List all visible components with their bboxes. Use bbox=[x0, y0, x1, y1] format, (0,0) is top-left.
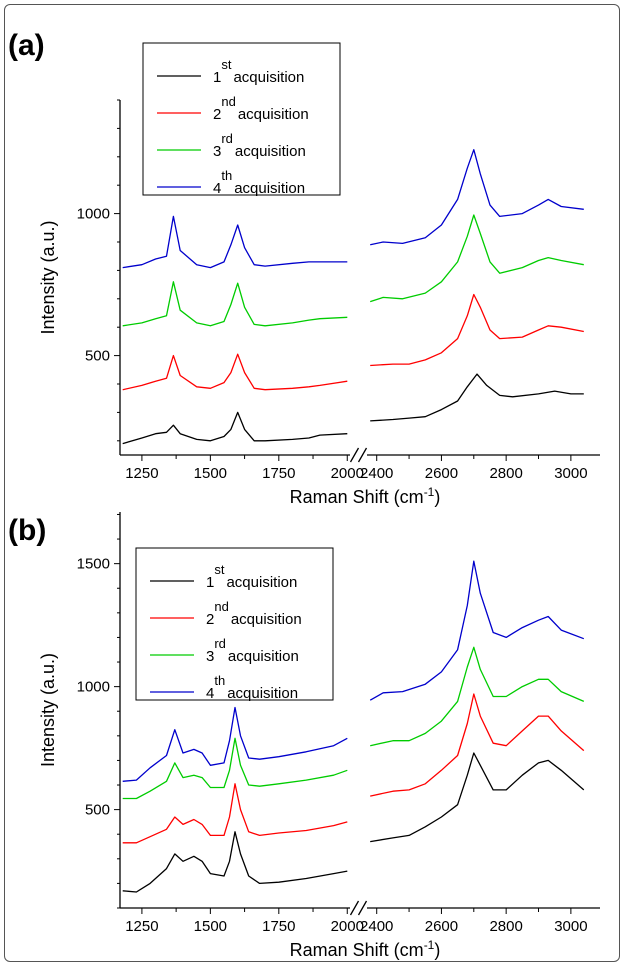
series-line-1st-segment2 bbox=[370, 373, 584, 422]
y-tick-label: 500 bbox=[85, 802, 110, 819]
legend-box bbox=[142, 42, 341, 196]
axis-break-mark bbox=[349, 447, 360, 463]
legend-entry-1st: 1stacquisition bbox=[206, 562, 297, 591]
x-tick-label: 1250 bbox=[125, 918, 158, 935]
series-line-1st-segment2 bbox=[370, 752, 585, 843]
series-line-2nd-segment1 bbox=[122, 353, 348, 391]
x-tick-label: 1500 bbox=[194, 465, 227, 482]
x-tick-label: 2600 bbox=[425, 465, 458, 482]
x-tick-label: 2400 bbox=[360, 918, 393, 935]
y-tick-label: 500 bbox=[85, 348, 110, 365]
series-line-2nd-segment1 bbox=[122, 783, 348, 844]
y-tick-label: 1500 bbox=[77, 556, 110, 573]
x-tick-label: 1750 bbox=[262, 918, 295, 935]
axis-break-mark bbox=[357, 900, 368, 916]
series-line-4th-segment2 bbox=[370, 149, 584, 246]
series-line-3rd-segment2 bbox=[370, 646, 585, 747]
series-line-4th-segment2 bbox=[369, 560, 585, 701]
series-line-1st-segment1 bbox=[122, 831, 348, 893]
x-tick-label: 2600 bbox=[425, 918, 458, 935]
series-line-4th-segment1 bbox=[122, 706, 348, 782]
chart-legend: 1stacquisition 2ndacquisition 3rdacquisiti… bbox=[142, 42, 341, 197]
x-tick-label: 2800 bbox=[489, 465, 522, 482]
series-line-3rd-segment1 bbox=[122, 281, 348, 327]
series-line-1st-segment1 bbox=[122, 411, 348, 445]
series-line-3rd-segment1 bbox=[122, 737, 348, 800]
x-tick-label: 2000 bbox=[331, 465, 364, 482]
legend-entry-3rd: 3rdacquisition bbox=[213, 131, 306, 160]
x-axis-title: Raman Shift (cm-1) bbox=[290, 938, 441, 960]
series-line-3rd-segment2 bbox=[370, 214, 584, 303]
x-tick-label: 3000 bbox=[554, 465, 587, 482]
y-tick-label: 1000 bbox=[77, 679, 110, 696]
legend-entry-2nd: 2ndacquisition bbox=[213, 94, 309, 123]
chart-legend: 1stacquisition 2ndacquisition 3rdacquisiti… bbox=[135, 547, 334, 702]
x-tick-label: 2000 bbox=[331, 918, 364, 935]
x-tick-label: 1500 bbox=[194, 918, 227, 935]
panel-label: (b) bbox=[8, 514, 46, 547]
figure-frame bbox=[4, 4, 620, 962]
series-line-2nd-segment2 bbox=[370, 293, 584, 367]
y-tick-label: 1000 bbox=[77, 206, 110, 223]
x-tick-label: 2400 bbox=[360, 465, 393, 482]
x-axis-title: Raman Shift (cm-1) bbox=[290, 485, 441, 507]
x-tick-label: 1750 bbox=[262, 465, 295, 482]
x-tick-label: 2800 bbox=[489, 918, 522, 935]
legend-entry-4th: 4thacquisition bbox=[206, 673, 298, 702]
series-line-2nd-segment2 bbox=[370, 693, 585, 797]
legend-entry-3rd: 3rdacquisition bbox=[206, 636, 299, 665]
x-tick-label: 3000 bbox=[554, 918, 587, 935]
legend-entry-4th: 4thacquisition bbox=[213, 168, 305, 197]
panel-label: (a) bbox=[8, 29, 45, 62]
axis-break-mark bbox=[349, 900, 360, 916]
series-line-4th-segment1 bbox=[122, 215, 348, 269]
x-tick-label: 1250 bbox=[125, 465, 158, 482]
y-axis-title: Intensity (a.u.) bbox=[38, 653, 58, 767]
legend-entry-2nd: 2ndacquisition bbox=[206, 599, 302, 628]
y-axis-title: Intensity (a.u.) bbox=[38, 220, 58, 334]
legend-box bbox=[135, 547, 334, 701]
legend-entry-1st: 1stacquisition bbox=[213, 57, 304, 86]
axis-break-mark bbox=[357, 447, 368, 463]
